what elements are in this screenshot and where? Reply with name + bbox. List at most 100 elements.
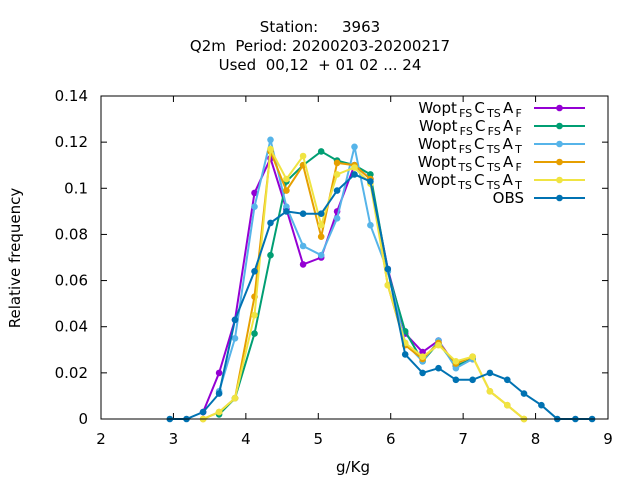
legend-label: OBS — [493, 189, 524, 207]
data-point — [419, 348, 426, 356]
data-point — [299, 261, 307, 268]
x-tick-label: 4 — [241, 430, 251, 448]
data-point — [520, 390, 528, 397]
legend-marker — [556, 176, 563, 184]
data-point — [333, 159, 341, 167]
legend-label: Wopt TS C TS A T — [417, 171, 524, 192]
x-tick-label: 2 — [96, 430, 106, 448]
data-point — [251, 268, 258, 275]
data-point — [469, 353, 476, 361]
series-4 — [199, 145, 528, 423]
legend-entry: Wopt FS C TS A T — [418, 135, 585, 156]
series-lines — [166, 136, 596, 423]
y-tick-label: 0.12 — [55, 133, 88, 151]
y-tick-label: 0.04 — [55, 318, 88, 336]
series-5 — [166, 171, 596, 423]
data-point — [367, 178, 374, 185]
data-point — [435, 364, 442, 372]
chart-title-used: Used 00,12 + 01 02 ... 24 — [218, 56, 422, 74]
data-point — [419, 369, 426, 377]
data-point — [367, 171, 374, 178]
data-point — [215, 369, 223, 377]
y-tick-label: 0.06 — [55, 272, 88, 290]
data-point — [384, 265, 392, 273]
data-point — [419, 353, 426, 361]
data-point — [231, 394, 239, 402]
data-point — [384, 281, 392, 289]
legend-label: Wopt TS C TS A F — [418, 153, 524, 174]
data-point — [251, 203, 258, 210]
data-point — [299, 210, 307, 217]
legend: Wopt FS C TS A F Wopt FS C FS A F Wopt F… — [417, 99, 585, 207]
x-tick-label: 3 — [169, 430, 179, 448]
y-tick-label: 0.1 — [64, 179, 88, 197]
data-point — [215, 390, 223, 397]
data-point — [199, 408, 207, 416]
data-point — [283, 208, 290, 215]
data-point — [317, 233, 325, 240]
x-tick-label: 8 — [531, 430, 541, 448]
data-point — [333, 171, 341, 178]
legend-entry: Wopt FS C FS A F — [419, 117, 585, 138]
legend-entry: OBS — [493, 189, 585, 207]
y-tick-label: 0.02 — [55, 364, 88, 382]
data-point — [317, 251, 325, 259]
legend-label: Wopt FS C TS A T — [418, 135, 524, 156]
x-tick-label: 9 — [603, 430, 613, 448]
data-point — [333, 215, 341, 222]
legend-marker — [556, 122, 563, 130]
data-point — [299, 152, 307, 160]
legend-entry: Wopt TS C TS A F — [418, 153, 585, 174]
data-point — [469, 376, 476, 384]
chart-title-period: Q2m Period: 20200203-20200217 — [189, 37, 451, 55]
data-point — [283, 175, 290, 183]
data-point — [267, 251, 274, 259]
x-axis-label: g/Kg — [336, 458, 370, 476]
data-point — [231, 316, 239, 324]
data-point — [317, 221, 325, 229]
y-tick-label: 0 — [78, 410, 88, 428]
data-point — [401, 351, 409, 358]
data-point — [251, 330, 258, 337]
data-point — [215, 408, 223, 416]
x-tick-label: 6 — [386, 430, 396, 448]
legend-entry: Wopt TS C TS A T — [417, 171, 585, 192]
plot-frame — [100, 95, 609, 420]
data-point — [351, 143, 358, 151]
data-point — [283, 187, 290, 194]
data-point — [486, 369, 494, 377]
data-point — [317, 148, 325, 155]
y-tick-label: 0.14 — [55, 87, 88, 105]
data-point — [452, 376, 460, 384]
y-tick-label: 0.08 — [55, 225, 88, 243]
data-point — [231, 335, 239, 342]
data-point — [435, 341, 442, 349]
data-point — [486, 388, 494, 395]
legend-entry: Wopt FS C TS A F — [418, 99, 585, 120]
legend-marker — [556, 104, 563, 112]
data-point — [267, 145, 274, 153]
data-point — [299, 242, 307, 250]
data-point — [538, 401, 545, 409]
data-point — [283, 203, 290, 210]
legend-marker — [556, 140, 563, 148]
x-tick-label: 5 — [314, 430, 324, 448]
data-point — [251, 189, 258, 197]
chart-title-station: Station: 3963 — [259, 18, 381, 36]
legend-label: Wopt FS C FS A F — [419, 117, 524, 138]
data-point — [251, 311, 258, 319]
x-tick-label: 7 — [458, 430, 468, 448]
data-point — [504, 401, 511, 409]
data-point — [351, 171, 358, 178]
data-point — [351, 164, 358, 171]
legend-marker — [556, 194, 563, 202]
data-point — [333, 187, 341, 194]
data-point — [267, 136, 274, 144]
series-line — [169, 173, 593, 420]
data-point — [367, 221, 374, 229]
legend-label: Wopt FS C TS A F — [418, 99, 524, 120]
y-axis-label: Relative frequency — [6, 188, 24, 329]
data-point — [504, 376, 511, 384]
data-point — [452, 364, 460, 372]
